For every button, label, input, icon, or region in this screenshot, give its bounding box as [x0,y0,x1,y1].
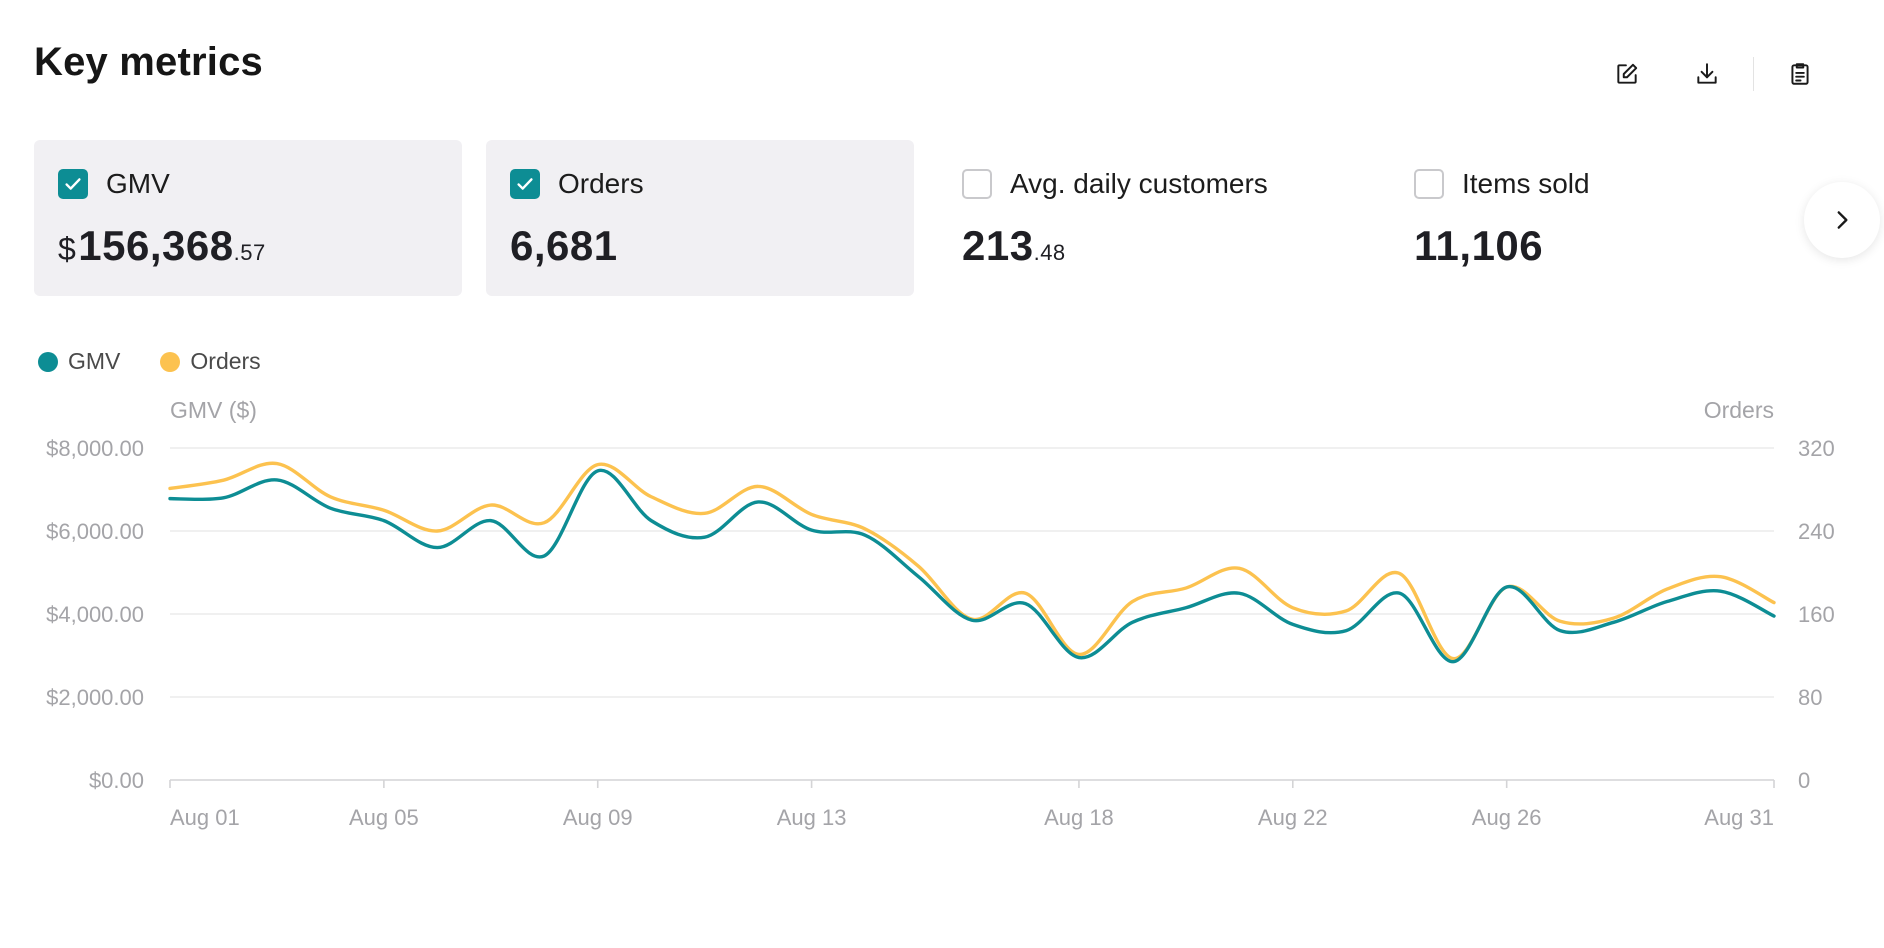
checkmark-icon [65,178,81,190]
metric-card-items-sold[interactable]: Items sold 11,106 [1390,140,1818,296]
y-tick-label: $0.00 [89,768,144,793]
metric-label: Avg. daily customers [1010,168,1268,199]
items-sold-checkbox[interactable] [1414,169,1444,199]
metric-value: 6,681 [510,222,618,269]
legend-label: Orders [190,348,261,374]
x-tick-label: Aug 13 [777,805,847,830]
metric-value: $156,368.57 [58,222,266,269]
edit-icon [1617,63,1638,84]
legend-item-orders[interactable]: Orders [160,348,261,375]
download-button[interactable] [1685,52,1729,96]
edit-button[interactable] [1605,52,1649,96]
metric-label: GMV [106,168,170,199]
toolbar-divider [1753,57,1754,91]
line-chart: GMV ($) Orders $0.00 $2,000.00 $4,000.00 $6… [46,397,1835,830]
metric-cards: GMV $156,368.57 Orders 6,681 Avg. daily … [34,140,1842,296]
y2-tick-label: 240 [1798,519,1835,544]
y2-tick-label: 0 [1798,768,1810,793]
metric-label: Orders [558,168,644,199]
page-title: Key metrics [34,40,263,84]
clipboard-button[interactable] [1778,52,1822,96]
y2-tick-label: 160 [1798,602,1835,627]
orders-checkbox[interactable] [510,169,540,199]
metric-value: 213.48 [962,222,1066,269]
y-tick-label: $8,000.00 [46,436,144,461]
y2-tick-label: 80 [1798,685,1822,710]
y-tick-label: $2,000.00 [46,685,144,710]
legend-label: GMV [68,348,121,374]
x-tick-label: Aug 18 [1044,805,1114,830]
download-icon [1697,63,1717,84]
checkmark-icon [517,178,533,190]
x-tick-label: Aug 09 [563,805,633,830]
x-tick-label: Aug 31 [1704,805,1774,830]
legend-dot-orders [160,351,181,372]
metric-card-gmv[interactable]: GMV $156,368.57 [34,140,462,296]
metric-card-avg-daily-customers[interactable]: Avg. daily customers 213.48 [938,140,1366,296]
chart-legend: GMV Orders [38,348,301,375]
toolbar [1569,52,1822,96]
y2-axis-title: Orders [1704,397,1774,423]
x-tick-label: Aug 22 [1258,805,1328,830]
metric-label: Items sold [1462,168,1590,199]
y2-tick-label: 320 [1798,436,1835,461]
next-cards-button[interactable] [1804,182,1880,258]
legend-dot-gmv [38,351,58,372]
x-tick-label: Aug 05 [349,805,419,830]
metric-value: 11,106 [1414,222,1544,269]
clipboard-icon [1791,63,1809,85]
metric-card-orders[interactable]: Orders 6,681 [486,140,914,296]
series-line-orders [168,461,1776,661]
series-line-gmv [168,468,1776,664]
y-tick-label: $6,000.00 [46,519,144,544]
gmv-checkbox[interactable] [58,169,88,199]
chevron-right-icon [1837,211,1848,229]
avg-daily-customers-checkbox[interactable] [962,169,992,199]
y-axis-title: GMV ($) [170,397,257,423]
y-tick-label: $4,000.00 [46,602,144,627]
x-tick-label: Aug 01 [170,805,240,830]
legend-item-gmv[interactable]: GMV [38,348,120,375]
x-tick-label: Aug 26 [1472,805,1542,830]
